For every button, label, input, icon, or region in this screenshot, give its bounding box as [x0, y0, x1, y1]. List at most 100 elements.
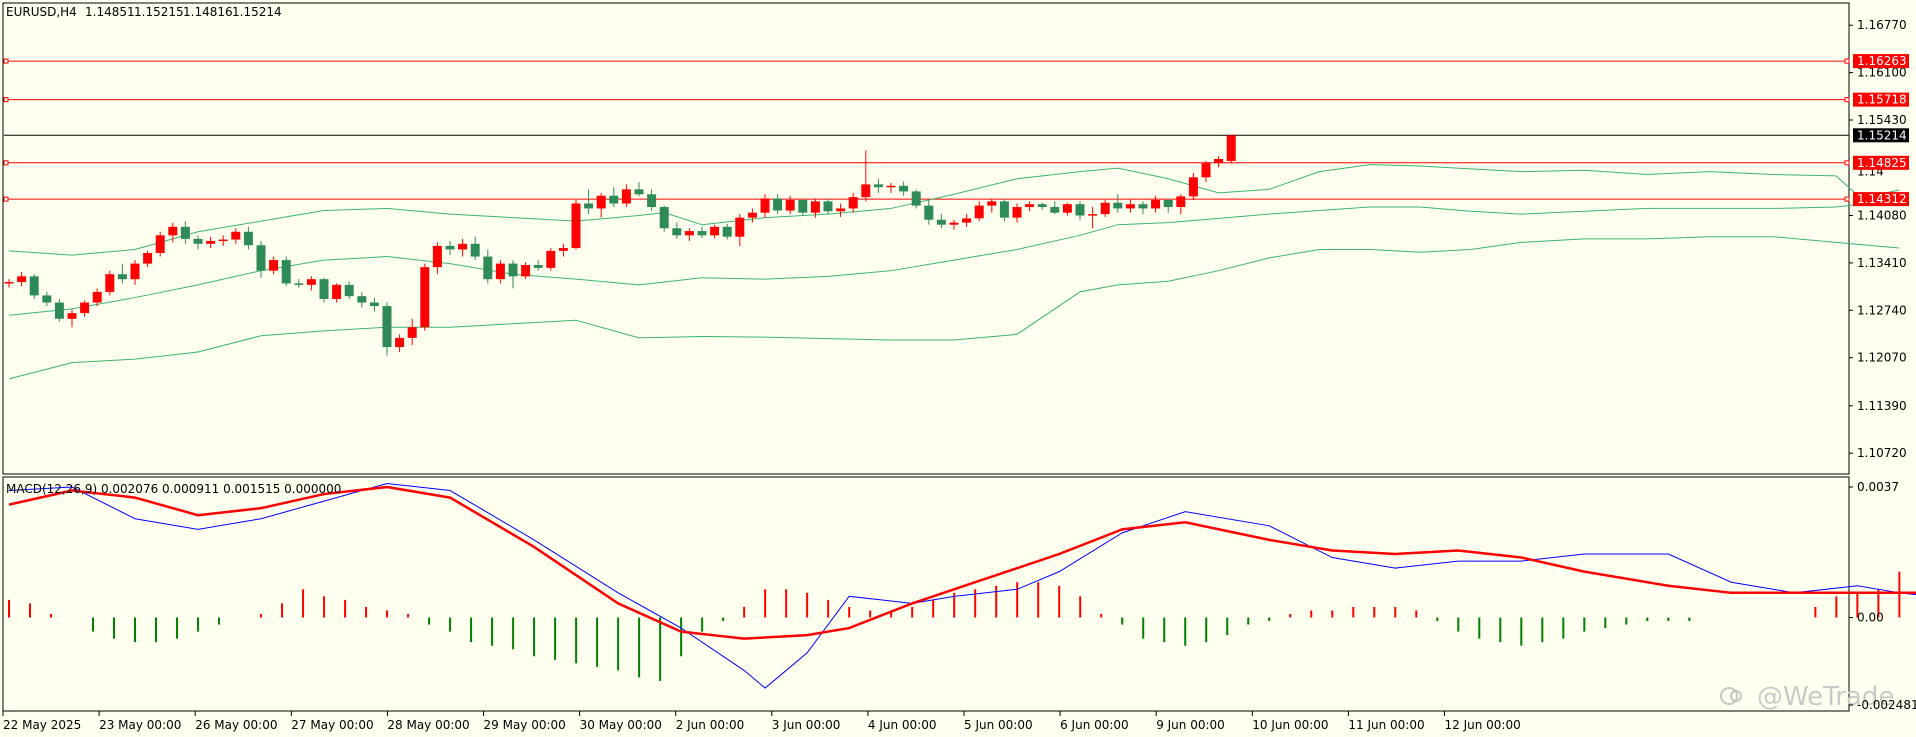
candle-body: [987, 201, 997, 206]
candle: [533, 260, 543, 271]
candle: [823, 198, 833, 215]
candle-body: [558, 248, 568, 251]
candle: [521, 262, 531, 280]
price-tick-label: 1.14080: [1857, 209, 1907, 223]
candle-body: [1100, 202, 1110, 215]
price-tick-label: 1.12740: [1857, 303, 1907, 317]
time-tick-label: 4 Jun 00:00: [868, 718, 937, 732]
macd-title: MACD(12,26,9) 0.002076 0.000911 0.001515…: [6, 482, 341, 496]
candle-body: [773, 198, 783, 211]
price-tick-label: 1.15430: [1857, 113, 1907, 127]
candle-body: [117, 274, 127, 280]
candle: [1226, 135, 1236, 164]
candle: [974, 201, 984, 222]
candle-body: [684, 231, 694, 236]
candle-body: [1025, 204, 1035, 208]
candle-body: [735, 217, 745, 237]
candle-body: [470, 243, 480, 257]
candle: [105, 270, 115, 296]
candle: [4, 279, 14, 288]
candle: [672, 222, 682, 239]
level-handle[interactable]: [1844, 160, 1850, 166]
symbol-title: EURUSD,H4: [6, 5, 77, 19]
candle-body: [823, 201, 833, 212]
candle-body: [760, 198, 770, 213]
candle-body: [407, 327, 417, 338]
bollinger-middle: [8, 199, 1900, 316]
candle: [256, 240, 266, 278]
candle: [332, 283, 342, 303]
level-handle[interactable]: [1844, 97, 1850, 103]
candle: [621, 184, 631, 208]
candle: [281, 256, 291, 287]
level-handle[interactable]: [1844, 196, 1850, 202]
candle: [1151, 195, 1161, 213]
candle: [92, 288, 102, 307]
candle: [1125, 199, 1135, 213]
time-tick-label: 11 Jun 00:00: [1348, 718, 1424, 732]
candle-body: [243, 231, 253, 246]
candle: [306, 276, 316, 291]
current-price-tag-text: 1.15214: [1857, 128, 1907, 142]
candle-body: [432, 245, 442, 268]
main-chart-pane[interactable]: [2, 2, 1850, 475]
candle: [206, 236, 216, 249]
candle: [143, 250, 153, 268]
macd-pane[interactable]: [2, 476, 1850, 712]
candle: [735, 214, 745, 246]
candle-body: [974, 205, 984, 219]
candle: [1100, 199, 1110, 217]
candle-body: [584, 203, 594, 209]
macd-tick-label: 0.00: [1857, 610, 1884, 624]
time-axis[interactable]: 22 May 2025 23 May 00:00 26 May 00:00 27 Ma…: [2, 711, 1521, 732]
macd-indicator: [8, 482, 1916, 689]
price-tick-label: 1.12070: [1857, 351, 1907, 365]
candle: [596, 192, 606, 218]
candle: [798, 198, 808, 216]
candle: [495, 260, 505, 284]
candlesticks: [4, 135, 1236, 356]
candle: [168, 222, 178, 243]
ohlc-low: 1.14816: [183, 5, 233, 19]
candle: [1062, 202, 1072, 216]
candle-body: [458, 243, 468, 250]
time-tick-label: 27 May 00:00: [291, 718, 373, 732]
candle-body: [17, 276, 27, 283]
candle: [697, 226, 707, 239]
candle: [899, 181, 909, 196]
candle-body: [1125, 204, 1135, 209]
bollinger-bands: [8, 164, 1900, 380]
candle: [773, 194, 783, 215]
candle-body: [42, 295, 52, 303]
time-tick-label: 29 May 00:00: [484, 718, 566, 732]
level-handle[interactable]: [1844, 58, 1850, 64]
macd-scale[interactable]: 0.0037 0.00 -0.002481: [1849, 480, 1916, 712]
candle-body: [1050, 207, 1060, 213]
bollinger-lower: [8, 236, 1900, 380]
candle-body: [899, 185, 909, 192]
level-price-tag-bg: [1853, 155, 1909, 170]
ohlc-close: 1.15214: [232, 5, 282, 19]
macd-line: [8, 482, 1916, 689]
price-scale[interactable]: 1.16770 1.16100 1.15430 1.14080 1.13410 1.127…: [1849, 18, 1907, 460]
level-handle[interactable]: [3, 160, 9, 166]
candle-body: [92, 291, 102, 303]
candle: [1214, 156, 1224, 168]
candle-body: [193, 238, 203, 244]
candle-body: [571, 203, 581, 249]
candle-body: [672, 228, 682, 236]
candle-body: [1012, 207, 1022, 218]
candle-body: [281, 260, 291, 284]
candle: [936, 214, 946, 229]
level-handle[interactable]: [3, 97, 9, 103]
time-tick-label: 28 May 00:00: [387, 718, 469, 732]
time-tick-label: 22 May 2025: [3, 718, 81, 732]
candle-body: [1151, 199, 1161, 209]
candle: [1138, 201, 1148, 215]
candle: [54, 298, 64, 322]
level-handle[interactable]: [3, 58, 9, 64]
candle-body: [319, 279, 329, 299]
level-handle[interactable]: [3, 196, 9, 202]
candle-body: [357, 296, 367, 303]
time-tick-label: 12 Jun 00:00: [1445, 718, 1521, 732]
